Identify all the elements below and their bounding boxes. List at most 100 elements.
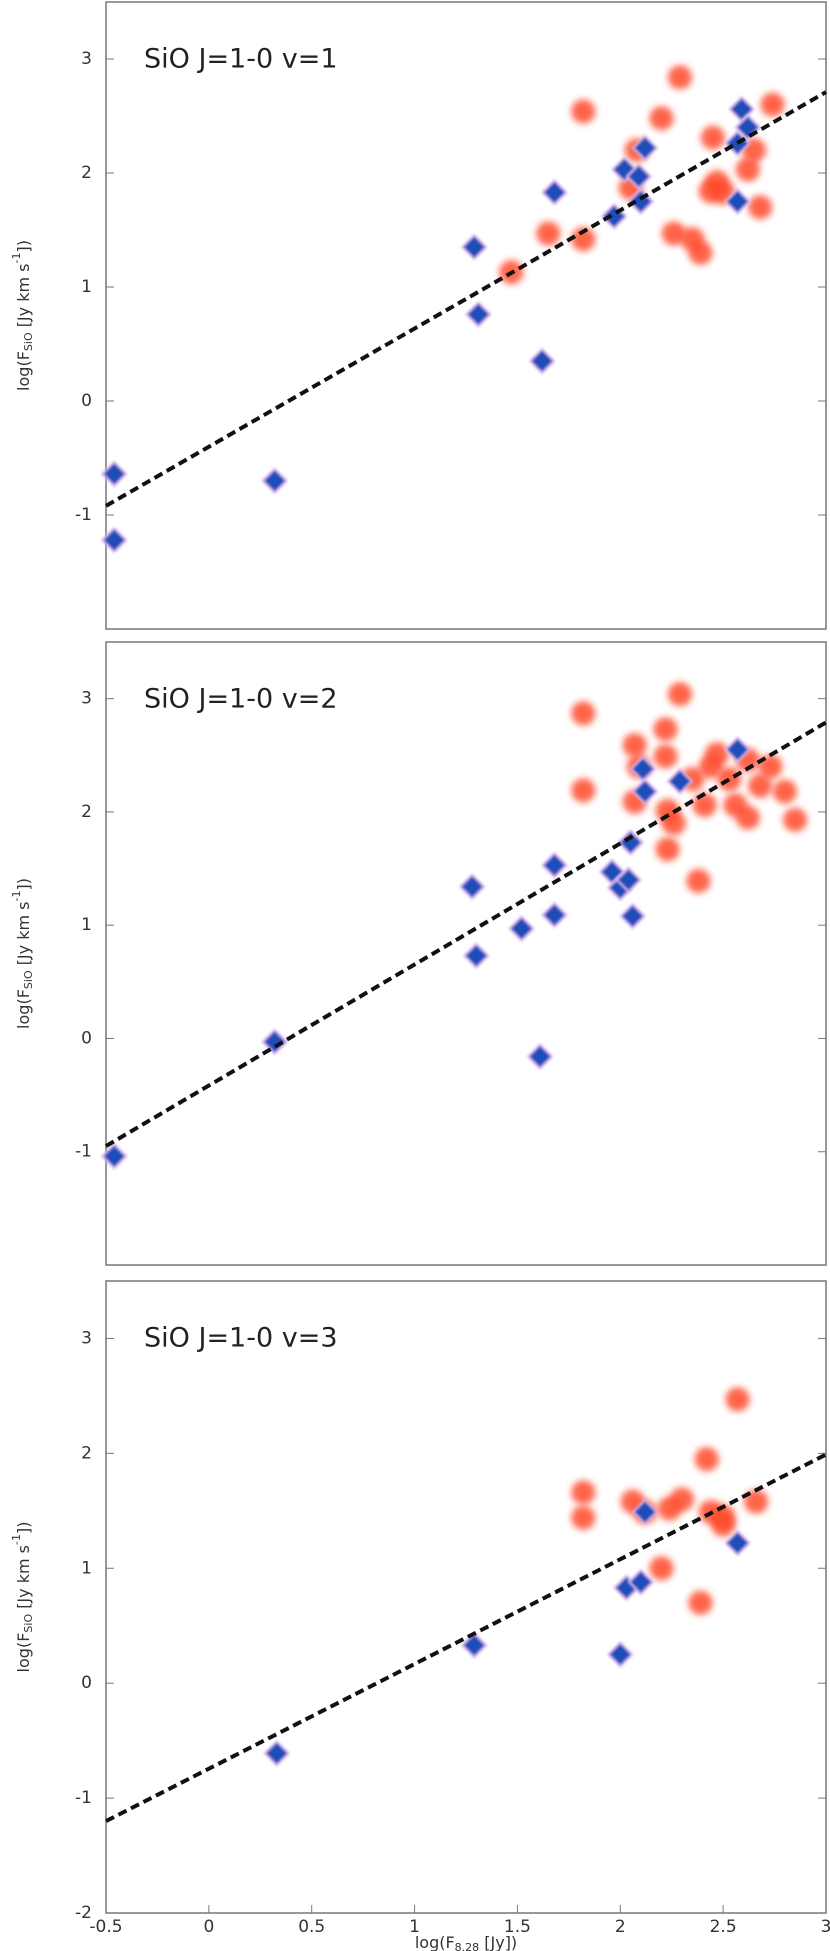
fit-line [105, 1452, 827, 1823]
y-axis-title: log(FSiO [Jy km s-1]) [10, 240, 35, 391]
y-tick-label: 1 [81, 1558, 92, 1578]
point [688, 240, 713, 265]
subscript: SiO [22, 970, 35, 989]
subscript: -1 [10, 253, 23, 264]
subscript: -1 [10, 1534, 23, 1545]
point [688, 1590, 713, 1615]
fit-line [105, 90, 827, 508]
point [692, 793, 717, 818]
point [571, 701, 596, 726]
y-tick-label: -1 [75, 505, 92, 525]
y-tick-label: 3 [81, 689, 92, 709]
point [783, 807, 808, 832]
point [541, 851, 568, 879]
panel: -2 -1 0 1 2 3 -0.5 0 0.5 1 1.5 2 2.5 3 SiO J=1-0 v=3 lo… [10, 1280, 830, 1951]
x-tick-label: 0.5 [298, 1917, 325, 1937]
point [694, 1447, 719, 1472]
point [653, 744, 678, 769]
point [744, 1489, 769, 1514]
label-part: ]) [14, 1522, 33, 1534]
point [541, 901, 568, 929]
point [627, 1568, 655, 1596]
point [649, 1556, 674, 1581]
subscript: 8.28 [455, 1941, 480, 1951]
point [724, 736, 751, 764]
point [261, 467, 289, 495]
point [460, 1631, 488, 1659]
point [631, 134, 659, 162]
label-part: [Jy km s [14, 902, 33, 971]
point [711, 1504, 736, 1529]
y-tick-label: 0 [81, 1028, 92, 1048]
point [667, 682, 692, 707]
point [649, 106, 674, 131]
point [655, 837, 680, 862]
subscript: SiO [22, 332, 35, 351]
point [700, 125, 725, 150]
label-part: log(F [14, 989, 33, 1029]
y-tick-label: 2 [81, 1443, 92, 1463]
point [661, 221, 686, 246]
x-tick-label: 3 [821, 1917, 830, 1937]
y-tick-label: 3 [81, 49, 92, 69]
point [100, 1142, 128, 1170]
point [617, 829, 644, 856]
point [631, 778, 659, 805]
panel-title: SiO J=1-0 v=3 [144, 1323, 338, 1354]
point [686, 869, 711, 894]
y-tick-label: -1 [75, 1788, 92, 1808]
point [667, 65, 692, 90]
x-axis-title: log(F8.28 [Jy]) [415, 1933, 517, 1951]
point [526, 1043, 554, 1070]
point [698, 179, 723, 204]
x-tick-label: -0.5 [89, 1917, 122, 1937]
y-tick-label: -2 [75, 1903, 92, 1923]
x-tick-label: 2 [615, 1917, 626, 1937]
point [724, 188, 751, 215]
point [760, 92, 785, 117]
panel-title: SiO J=1-0 v=2 [144, 684, 338, 715]
point [670, 1487, 694, 1512]
point [748, 773, 773, 798]
label-part: [Jy km s [14, 264, 33, 333]
point [100, 460, 128, 488]
x-tick-label: 2.5 [710, 1917, 737, 1937]
point [735, 157, 760, 182]
point [748, 195, 773, 220]
x-tick-label: 1.5 [504, 1917, 531, 1937]
subscript: SiO [22, 1614, 35, 1633]
y-tick-label: 2 [81, 802, 92, 822]
label-part: ]) [14, 878, 33, 890]
point [536, 221, 561, 246]
point [735, 805, 760, 830]
point [571, 778, 596, 803]
plot-frame [105, 1280, 827, 1914]
y-tick-label: -1 [75, 1142, 92, 1162]
point [528, 347, 556, 375]
point [261, 1028, 289, 1056]
label-part: log(F [14, 1633, 33, 1673]
point [541, 178, 568, 206]
point [724, 1529, 751, 1557]
point [653, 717, 678, 742]
point [622, 733, 647, 758]
plot-frame [105, 1, 827, 630]
point [508, 915, 535, 942]
point [571, 99, 596, 124]
point [460, 233, 488, 261]
point [619, 902, 647, 930]
point [100, 526, 128, 554]
point [464, 300, 492, 328]
point [717, 767, 742, 792]
point [462, 942, 490, 970]
y-tick-label: 0 [81, 391, 92, 411]
point [615, 866, 642, 894]
y-tick-label: 0 [81, 1673, 92, 1693]
point [571, 227, 596, 252]
subscript: -1 [10, 891, 23, 902]
point [772, 779, 797, 804]
